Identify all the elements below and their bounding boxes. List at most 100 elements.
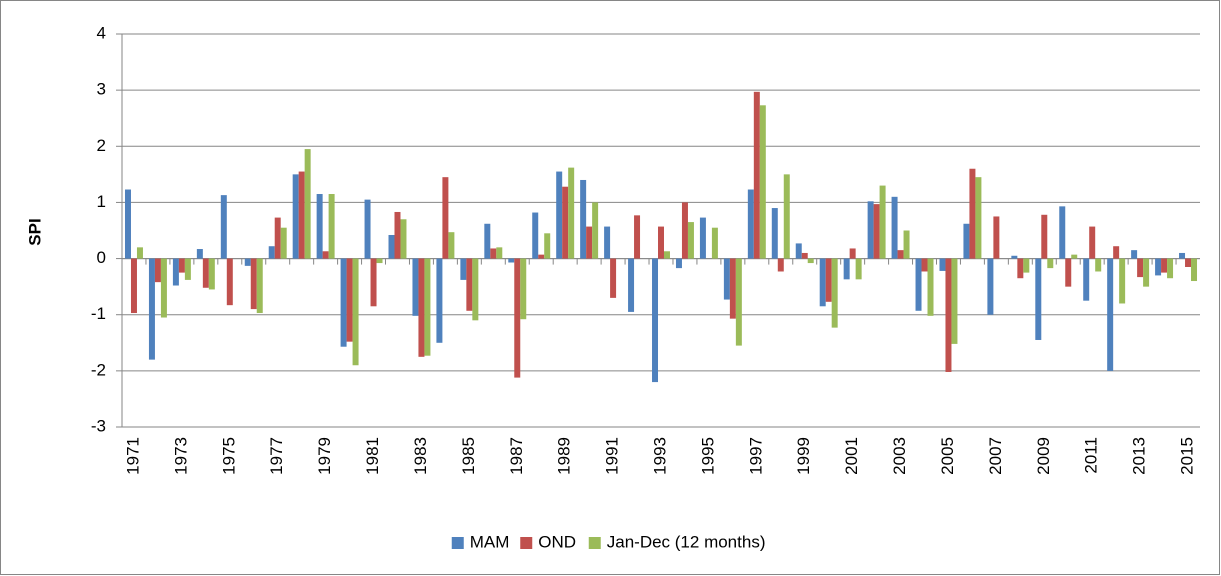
bar: [202, 258, 209, 288]
bar: [1089, 226, 1096, 259]
bar: [442, 177, 449, 259]
bar: [1131, 250, 1138, 259]
legend-label: Jan-Dec (12 months): [607, 532, 766, 551]
bar: [729, 258, 736, 319]
bar: [969, 168, 976, 259]
bar: [634, 215, 641, 259]
legend-swatch: [451, 537, 464, 549]
bar: [538, 254, 545, 259]
x-tick-label: 1997: [746, 437, 765, 475]
bar: [226, 258, 233, 306]
bar: [148, 258, 155, 360]
bar: [927, 258, 934, 316]
bar: [735, 258, 742, 346]
bar: [394, 211, 401, 259]
bar: [1035, 258, 1042, 340]
bar: [160, 258, 167, 318]
x-tick-label: 1973: [171, 437, 190, 475]
bar: [663, 251, 670, 259]
bar: [1107, 258, 1114, 371]
y-tick-label: 0: [97, 248, 106, 267]
bar: [610, 258, 617, 298]
bar: [298, 171, 305, 259]
bar: [1017, 258, 1024, 279]
bar: [681, 202, 688, 259]
bar: [322, 251, 329, 259]
x-tick-label: 1981: [363, 437, 382, 475]
bar: [418, 258, 425, 357]
bar: [849, 248, 856, 259]
bar: [1155, 258, 1162, 276]
bar: [903, 230, 910, 259]
bar: [436, 258, 443, 343]
x-tick-label: 1983: [411, 437, 430, 475]
bar: [490, 248, 497, 259]
bar: [370, 258, 377, 307]
bar: [154, 258, 161, 283]
bar: [699, 217, 706, 259]
bar: [328, 194, 335, 259]
x-tick-label: 2013: [1130, 437, 1149, 475]
bar: [1047, 258, 1054, 269]
bar: [400, 219, 407, 259]
bar: [244, 258, 251, 266]
bar: [831, 258, 838, 328]
bar: [496, 247, 503, 259]
x-tick-label: 2009: [1034, 437, 1053, 475]
bar: [484, 223, 491, 259]
legend-swatch: [588, 537, 601, 549]
bar: [1143, 258, 1150, 287]
x-tick-label: 1985: [459, 437, 478, 475]
bar: [220, 195, 227, 259]
bar: [466, 258, 473, 311]
y-axis-label: SPI: [25, 218, 44, 245]
x-tick-label: 2003: [890, 437, 909, 475]
x-tick-label: 1987: [507, 437, 526, 475]
bar: [628, 258, 635, 312]
bar: [951, 258, 958, 344]
bar: [963, 223, 970, 259]
bar: [1179, 252, 1186, 259]
bar: [532, 212, 539, 259]
legend-swatch: [520, 537, 533, 549]
x-tick-label: 1975: [219, 437, 238, 475]
bar: [460, 258, 467, 280]
bar: [520, 258, 527, 320]
y-tick-label: 2: [97, 136, 106, 155]
bar: [897, 250, 904, 259]
bar: [777, 258, 784, 272]
y-tick-label: -3: [91, 416, 106, 435]
x-tick-label: 2011: [1082, 437, 1101, 474]
bar: [448, 232, 455, 259]
bar: [268, 246, 275, 259]
bar: [136, 247, 143, 259]
bar: [939, 258, 946, 271]
bar: [987, 258, 994, 315]
bar: [172, 258, 179, 286]
bar: [280, 227, 287, 259]
x-tick-label: 1979: [315, 437, 334, 475]
bar: [795, 243, 802, 259]
bar: [412, 258, 419, 316]
bar: [250, 258, 257, 310]
bar: [1185, 258, 1192, 267]
bar: [1137, 258, 1144, 278]
x-tick-label: 1995: [698, 437, 717, 475]
bar: [819, 258, 826, 307]
bar: [544, 233, 551, 259]
bar: [891, 196, 898, 259]
x-tick-label: 1971: [123, 437, 142, 475]
y-tick-label: -2: [91, 360, 106, 379]
bar: [508, 258, 515, 263]
bar: [723, 258, 730, 300]
bar: [208, 258, 215, 290]
bar: [867, 201, 874, 259]
x-tick-label: 2001: [842, 437, 861, 475]
bar: [562, 186, 569, 259]
bar: [993, 216, 1000, 259]
bar: [1011, 255, 1018, 259]
bar: [586, 226, 593, 259]
y-tick-label: 4: [97, 23, 106, 42]
x-tick-label: 2005: [938, 437, 957, 475]
